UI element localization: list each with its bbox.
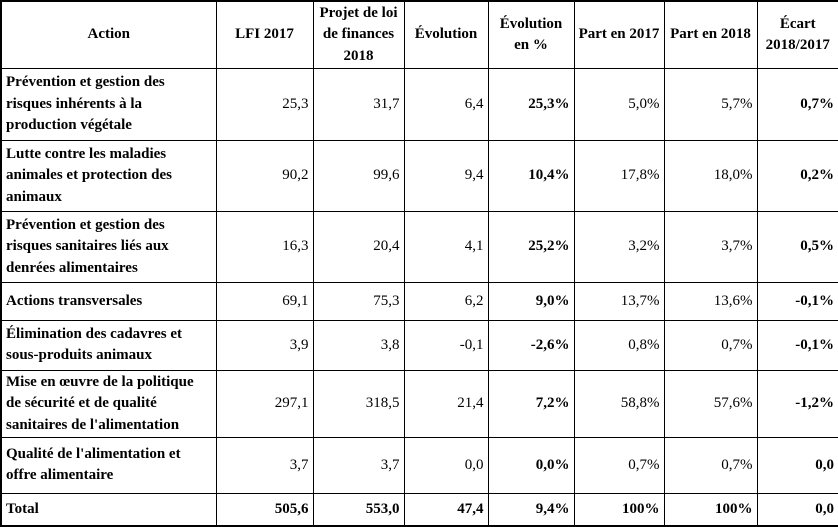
cell-evolution: 9,4 <box>403 139 489 212</box>
col-header-plf-2018: Projet de loi de finances 2018 <box>312 0 405 69</box>
cell-evolution-pct: 10,4% <box>487 139 575 212</box>
cell-part-2017: 58,8% <box>573 369 665 438</box>
table-row: Prévention et gestion des risques sanita… <box>0 210 838 283</box>
cell-part-2018: 5,7% <box>663 67 758 141</box>
cell-evolution-pct: 7,2% <box>487 369 575 438</box>
cell-ecart: -1,2% <box>756 369 838 438</box>
cell-evolution: 21,4 <box>403 369 489 438</box>
table-row: Prévention et gestion des risques inhére… <box>0 67 838 141</box>
cell-lfi-2017: 16,3 <box>215 210 314 283</box>
cell-ecart: 0,0 <box>756 436 838 494</box>
cell-action: Actions transversales <box>0 281 217 321</box>
cell-evolution: 6,4 <box>403 67 489 141</box>
cell-lfi-2017: 297,1 <box>215 369 314 438</box>
cell-part-2017: 13,7% <box>573 281 665 321</box>
cell-part-2017: 3,2% <box>573 210 665 283</box>
cell-part-2017: 0,7% <box>573 436 665 494</box>
col-header-part-2017: Part en 2017 <box>573 0 665 69</box>
cell-evolution-pct: 9,0% <box>487 281 575 321</box>
cell-action: Prévention et gestion des risques sanita… <box>0 210 217 283</box>
cell-plf-2018: 318,5 <box>312 369 405 438</box>
table-row: Mise en œuvre de la politique de sécurit… <box>0 369 838 438</box>
cell-evolution: 4,1 <box>403 210 489 283</box>
cell-plf-2018: 75,3 <box>312 281 405 321</box>
col-header-evolution: Évolution <box>403 0 489 69</box>
cell-evolution: 6,2 <box>403 281 489 321</box>
cell-total-part-2017: 100% <box>573 492 665 527</box>
cell-total-evolution-pct: 9,4% <box>487 492 575 527</box>
cell-lfi-2017: 25,3 <box>215 67 314 141</box>
cell-part-2017: 0,8% <box>573 319 665 371</box>
cell-part-2018: 18,0% <box>663 139 758 212</box>
cell-lfi-2017: 3,9 <box>215 319 314 371</box>
cell-plf-2018: 99,6 <box>312 139 405 212</box>
cell-evolution: -0,1 <box>403 319 489 371</box>
cell-part-2017: 5,0% <box>573 67 665 141</box>
cell-part-2018: 13,6% <box>663 281 758 321</box>
total-row: Total 505,6 553,0 47,4 9,4% 100% 100% 0,… <box>0 492 838 527</box>
cell-action: Qualité de l'alimentation et offre alime… <box>0 436 217 494</box>
header-row: Action LFI 2017 Projet de loi de finance… <box>0 0 838 69</box>
cell-total-plf-2018: 553,0 <box>312 492 405 527</box>
cell-ecart: 0,5% <box>756 210 838 283</box>
table-row: Élimination des cadavres et sous-produit… <box>0 319 838 371</box>
cell-action: Élimination des cadavres et sous-produit… <box>0 319 217 371</box>
cell-lfi-2017: 69,1 <box>215 281 314 321</box>
cell-total-part-2018: 100% <box>663 492 758 527</box>
table-row: Lutte contre les maladies animales et pr… <box>0 139 838 212</box>
cell-evolution-pct: 25,3% <box>487 67 575 141</box>
table-row: Qualité de l'alimentation et offre alime… <box>0 436 838 494</box>
col-header-lfi-2017: LFI 2017 <box>215 0 314 69</box>
cell-part-2018: 0,7% <box>663 436 758 494</box>
col-header-part-2018: Part en 2018 <box>663 0 758 69</box>
cell-plf-2018: 20,4 <box>312 210 405 283</box>
cell-plf-2018: 3,8 <box>312 319 405 371</box>
cell-total-ecart: 0,0 <box>756 492 838 527</box>
cell-evolution-pct: -2,6% <box>487 319 575 371</box>
cell-lfi-2017: 90,2 <box>215 139 314 212</box>
cell-evolution-pct: 25,2% <box>487 210 575 283</box>
cell-action: Mise en œuvre de la politique de sécurit… <box>0 369 217 438</box>
col-header-evolution-pct: Évolution en % <box>487 0 575 69</box>
cell-ecart: -0,1% <box>756 319 838 371</box>
cell-ecart: 0,2% <box>756 139 838 212</box>
cell-part-2017: 17,8% <box>573 139 665 212</box>
cell-lfi-2017: 3,7 <box>215 436 314 494</box>
cell-part-2018: 0,7% <box>663 319 758 371</box>
cell-evolution: 0,0 <box>403 436 489 494</box>
cell-action: Lutte contre les maladies animales et pr… <box>0 139 217 212</box>
table-row: Actions transversales 69,1 75,3 6,2 9,0%… <box>0 281 838 321</box>
cell-total-lfi-2017: 505,6 <box>215 492 314 527</box>
cell-action: Prévention et gestion des risques inhére… <box>0 67 217 141</box>
col-header-action: Action <box>0 0 217 69</box>
cell-part-2018: 57,6% <box>663 369 758 438</box>
cell-total-evolution: 47,4 <box>403 492 489 527</box>
cell-total-label: Total <box>0 492 217 527</box>
cell-part-2018: 3,7% <box>663 210 758 283</box>
cell-evolution-pct: 0,0% <box>487 436 575 494</box>
cell-plf-2018: 3,7 <box>312 436 405 494</box>
col-header-ecart: Écart 2018/2017 <box>756 0 838 69</box>
cell-ecart: 0,7% <box>756 67 838 141</box>
cell-ecart: -0,1% <box>756 281 838 321</box>
cell-plf-2018: 31,7 <box>312 67 405 141</box>
